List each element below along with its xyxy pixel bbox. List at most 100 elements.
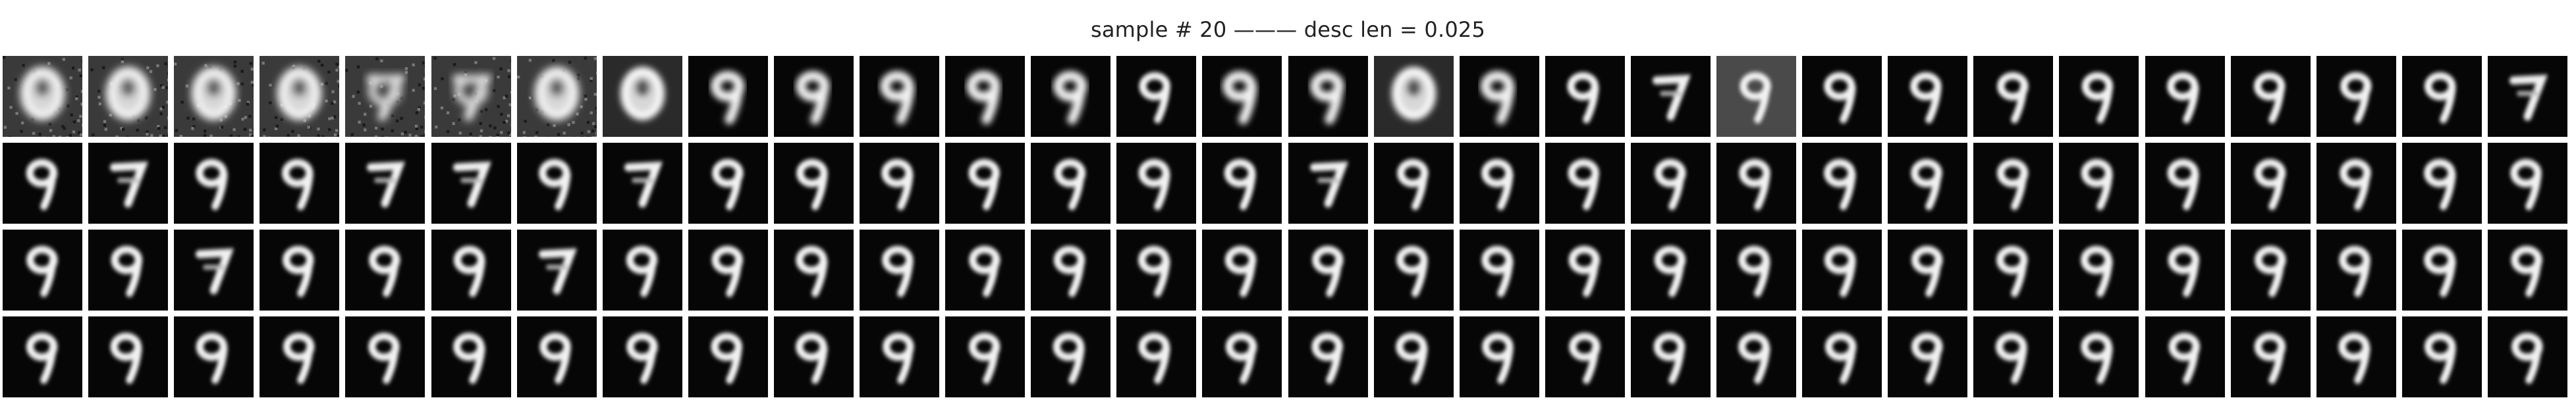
sample-thumbnail (431, 56, 511, 137)
sample-thumbnail (1031, 56, 1111, 137)
sample-thumbnail (773, 316, 854, 397)
sample-thumbnail (1373, 143, 1454, 224)
sample-thumbnail (860, 316, 939, 397)
sample-thumbnail (1545, 230, 1625, 311)
sample-thumbnail (1459, 56, 1539, 137)
sample-thumbnail (773, 230, 854, 311)
sample-thumbnail (945, 143, 1026, 224)
sample-thumbnail (2487, 143, 2567, 224)
sample-thumbnail (1630, 316, 1711, 397)
sample-thumbnail (3, 143, 82, 224)
sample-thumbnail (688, 230, 768, 311)
sample-thumbnail (688, 316, 768, 397)
sample-thumbnail (345, 56, 425, 137)
sample-thumbnail (860, 230, 939, 311)
sample-thumbnail (260, 56, 340, 137)
sample-thumbnail (2316, 230, 2396, 311)
sample-thumbnail (2145, 143, 2225, 224)
sample-thumbnail (1202, 56, 1282, 137)
sample-thumbnail (88, 56, 169, 137)
sample-thumbnail (174, 143, 254, 224)
sample-thumbnail (688, 56, 768, 137)
sample-thumbnail (2401, 143, 2482, 224)
sample-thumbnail (1288, 143, 1368, 224)
sample-thumbnail (945, 316, 1026, 397)
sample-thumbnail (1888, 230, 1968, 311)
sample-thumbnail (2059, 143, 2139, 224)
sample-thumbnail (260, 143, 340, 224)
sample-thumbnail (2145, 230, 2225, 311)
sample-thumbnail (1802, 56, 1882, 137)
sample-thumbnail (1802, 230, 1882, 311)
sample-thumbnail (2316, 316, 2396, 397)
sample-thumbnail (174, 316, 254, 397)
sample-thumbnail (2145, 56, 2225, 137)
sample-thumbnail (1802, 316, 1882, 397)
sample-thumbnail (2487, 230, 2567, 311)
sample-thumbnail (1373, 230, 1454, 311)
sample-thumbnail (3, 56, 82, 137)
sample-thumbnail (2316, 56, 2396, 137)
sample-thumbnail (2401, 56, 2482, 137)
sample-thumbnail (602, 56, 682, 137)
sample-thumbnail (516, 230, 597, 311)
sample-thumbnail (1545, 56, 1625, 137)
sample-thumbnail (1973, 316, 2054, 397)
sample-thumbnail (88, 230, 169, 311)
sample-thumbnail (2401, 230, 2482, 311)
sample-thumbnail (1288, 56, 1368, 137)
sample-thumbnail (1116, 56, 1197, 137)
sample-thumbnail (1116, 143, 1197, 224)
sample-thumbnail (1630, 56, 1711, 137)
sample-thumbnail (1459, 230, 1539, 311)
sample-thumbnail (602, 316, 682, 397)
sample-thumbnail (602, 143, 682, 224)
sample-thumbnail (1888, 316, 1968, 397)
sample-thumbnail (516, 56, 597, 137)
sample-thumbnail (2145, 316, 2225, 397)
sample-thumbnail (1716, 316, 1796, 397)
sample-thumbnail (860, 56, 939, 137)
sample-thumbnail (1202, 316, 1282, 397)
sample-thumbnail (1973, 56, 2054, 137)
sample-thumbnail (2059, 56, 2139, 137)
sample-thumbnail (1116, 316, 1197, 397)
sample-thumbnail (1459, 143, 1539, 224)
sample-thumbnail (260, 230, 340, 311)
sample-thumbnail (2230, 230, 2311, 311)
figure-title: sample # 20 ——— desc len = 0.025 (1090, 17, 1486, 42)
sample-thumbnail (88, 143, 169, 224)
sample-thumbnail (1031, 230, 1111, 311)
sample-thumbnail (2230, 143, 2311, 224)
sample-thumbnail (1373, 56, 1454, 137)
sample-thumbnail (2316, 143, 2396, 224)
sample-thumbnail (1802, 143, 1882, 224)
sample-thumbnail (1116, 230, 1197, 311)
sample-thumbnail (1288, 316, 1368, 397)
sample-thumbnail (516, 316, 597, 397)
sample-thumbnail (431, 316, 511, 397)
sample-thumbnail (1973, 230, 2054, 311)
sample-thumbnail (3, 230, 82, 311)
sample-thumbnail (773, 143, 854, 224)
sample-thumbnail (945, 230, 1026, 311)
sample-thumbnail (174, 230, 254, 311)
sample-thumbnail (345, 143, 425, 224)
sample-thumbnail (431, 230, 511, 311)
sample-thumbnail (431, 143, 511, 224)
sample-thumbnail (1373, 316, 1454, 397)
sample-image-grid (3, 56, 2573, 397)
sample-thumbnail (1716, 56, 1796, 137)
sample-thumbnail (1545, 143, 1625, 224)
sample-thumbnail (174, 56, 254, 137)
sample-thumbnail (1031, 316, 1111, 397)
sample-thumbnail (1288, 230, 1368, 311)
sample-thumbnail (260, 316, 340, 397)
sample-thumbnail (602, 230, 682, 311)
sample-thumbnail (860, 143, 939, 224)
sample-thumbnail (688, 143, 768, 224)
sample-thumbnail (2487, 316, 2567, 397)
sample-thumbnail (1459, 316, 1539, 397)
sample-thumbnail (1202, 143, 1282, 224)
sample-thumbnail (2230, 56, 2311, 137)
